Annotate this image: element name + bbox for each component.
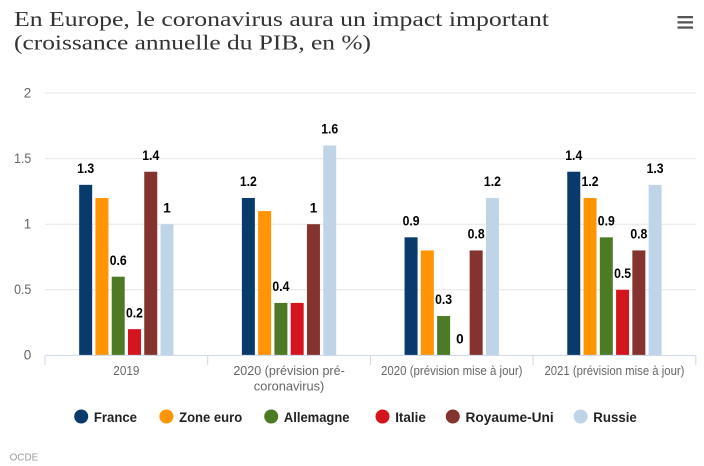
svg-text:1.2: 1.2 bbox=[240, 174, 257, 189]
svg-text:Allemagne: Allemagne bbox=[284, 410, 350, 425]
svg-text:0.8: 0.8 bbox=[630, 227, 647, 242]
svg-text:1.2: 1.2 bbox=[582, 174, 599, 189]
svg-text:1: 1 bbox=[163, 200, 171, 215]
svg-text:1.4: 1.4 bbox=[142, 148, 159, 163]
svg-text:Royaume-Uni: Royaume-Uni bbox=[466, 410, 554, 425]
svg-text:France: France bbox=[94, 410, 138, 425]
svg-text:1: 1 bbox=[310, 200, 318, 215]
svg-text:1.2: 1.2 bbox=[484, 174, 501, 189]
svg-text:1.4: 1.4 bbox=[565, 148, 582, 163]
svg-text:(croissance annuelle du PIB, e: (croissance annuelle du PIB, en %) bbox=[14, 30, 371, 54]
svg-text:2021 (prévision mise à jour): 2021 (prévision mise à jour) bbox=[544, 363, 684, 378]
svg-text:0.4: 0.4 bbox=[272, 279, 289, 294]
svg-text:0.8: 0.8 bbox=[468, 227, 485, 242]
svg-text:0: 0 bbox=[24, 348, 32, 363]
svg-text:0.5: 0.5 bbox=[614, 266, 631, 281]
svg-text:1.6: 1.6 bbox=[321, 122, 338, 137]
svg-text:2020 (prévision pré-: 2020 (prévision pré- bbox=[233, 363, 344, 378]
svg-text:1.3: 1.3 bbox=[647, 161, 664, 176]
svg-text:Russie: Russie bbox=[593, 410, 637, 425]
svg-text:0.5: 0.5 bbox=[14, 282, 31, 297]
svg-text:2020 (prévision mise à jour): 2020 (prévision mise à jour) bbox=[381, 363, 522, 378]
svg-text:1: 1 bbox=[24, 217, 32, 232]
svg-text:0.3: 0.3 bbox=[435, 292, 452, 307]
svg-text:coronavirus): coronavirus) bbox=[254, 379, 325, 394]
svg-text:2019: 2019 bbox=[113, 363, 139, 378]
svg-text:Zone euro: Zone euro bbox=[179, 410, 242, 425]
svg-text:0.2: 0.2 bbox=[126, 305, 143, 320]
svg-text:OCDE: OCDE bbox=[10, 452, 39, 464]
svg-text:0: 0 bbox=[456, 332, 464, 347]
svg-text:2: 2 bbox=[24, 85, 32, 100]
svg-text:0.9: 0.9 bbox=[403, 214, 420, 229]
svg-text:Italie: Italie bbox=[395, 410, 426, 425]
svg-text:0.6: 0.6 bbox=[110, 253, 127, 268]
svg-text:En Europe, le coronavirus aura: En Europe, le coronavirus aura un impact… bbox=[14, 7, 549, 31]
svg-text:1.3: 1.3 bbox=[77, 161, 94, 176]
svg-text:1.5: 1.5 bbox=[14, 151, 31, 166]
svg-text:0.9: 0.9 bbox=[598, 214, 615, 229]
